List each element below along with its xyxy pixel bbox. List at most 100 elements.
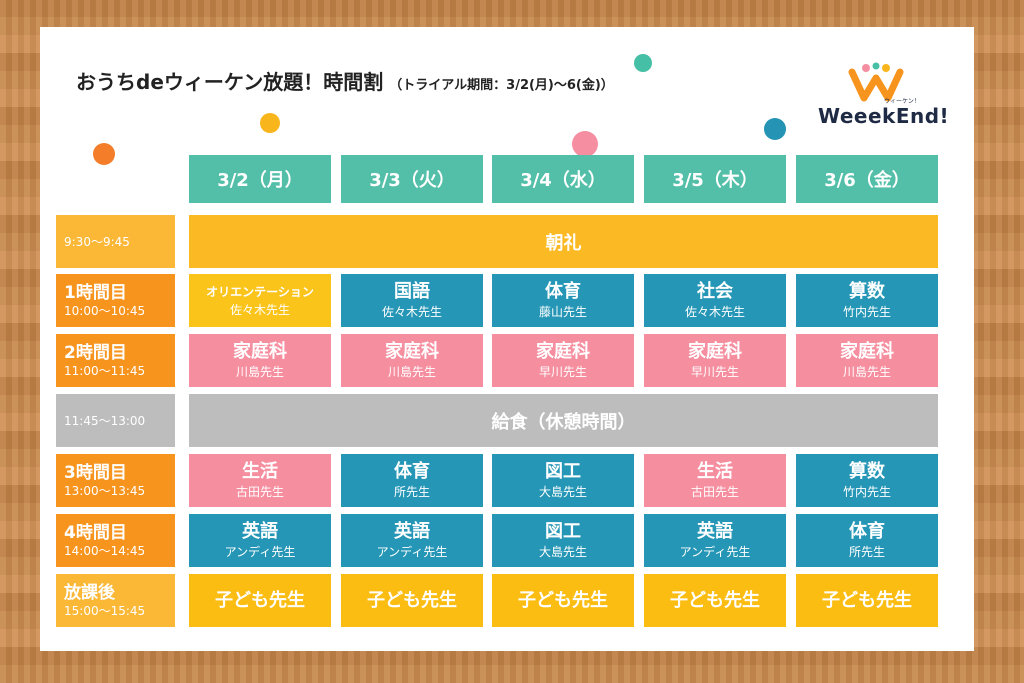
class-cell: 図工 大島先生 bbox=[492, 454, 634, 507]
subject: 図工 bbox=[545, 460, 581, 482]
teacher: 佐々木先生 bbox=[381, 304, 442, 319]
teacher: 竹内先生 bbox=[842, 484, 891, 499]
subject: 体育 bbox=[849, 520, 885, 542]
class-cell: 体育 所先生 bbox=[796, 514, 938, 567]
period-name: 2時間目 bbox=[64, 342, 127, 363]
decor-dot-blue bbox=[764, 118, 786, 140]
teacher: 早川先生 bbox=[538, 364, 587, 379]
day-header-tue: 3/3（火） bbox=[341, 155, 483, 203]
class-cell: 英語 アンディ先生 bbox=[644, 514, 786, 567]
class-cell: 子ども先生 bbox=[492, 574, 634, 627]
subject: 家庭科 bbox=[536, 340, 590, 362]
teacher: 古田先生 bbox=[690, 484, 739, 499]
day-header-wed: 3/4（水） bbox=[492, 155, 634, 203]
decor-dot-teal bbox=[634, 54, 652, 72]
band-lunch: 給食（休憩時間） bbox=[189, 394, 938, 447]
class-cell: 子ども先生 bbox=[644, 574, 786, 627]
decor-dot-orange bbox=[93, 143, 115, 165]
teacher: 佐々木先生 bbox=[684, 304, 745, 319]
class-cell: 算数 竹内先生 bbox=[796, 454, 938, 507]
teacher: 所先生 bbox=[848, 544, 885, 559]
class-cell: 子ども先生 bbox=[796, 574, 938, 627]
subject: 体育 bbox=[394, 460, 430, 482]
subject: 体育 bbox=[545, 280, 581, 302]
class-cell: 家庭科 早川先生 bbox=[492, 334, 634, 387]
class-cell: 家庭科 川島先生 bbox=[189, 334, 331, 387]
class-cell: 子ども先生 bbox=[189, 574, 331, 627]
teacher: 佐々木先生 bbox=[229, 302, 290, 317]
class-cell: 家庭科 川島先生 bbox=[341, 334, 483, 387]
class-cell: 生活 古田先生 bbox=[189, 454, 331, 507]
subject: 家庭科 bbox=[385, 340, 439, 362]
teacher: 川島先生 bbox=[842, 364, 891, 379]
time-range: 11:00〜11:45 bbox=[64, 363, 146, 378]
time-range: 15:00〜15:45 bbox=[64, 603, 146, 618]
time-slot-period-3: 3時間目 13:00〜13:45 bbox=[56, 454, 175, 507]
decor-dot-yellow bbox=[260, 113, 280, 133]
day-header-fri: 3/6（金） bbox=[796, 155, 938, 203]
logo-text: WeeekEnd! bbox=[818, 104, 950, 128]
teacher: 藤山先生 bbox=[538, 304, 587, 319]
subject: 図工 bbox=[545, 520, 581, 542]
period-name: 1時間目 bbox=[64, 282, 127, 303]
subject: 家庭科 bbox=[688, 340, 742, 362]
class-cell: 算数 竹内先生 bbox=[796, 274, 938, 327]
time-slot-period-4: 4時間目 14:00〜14:45 bbox=[56, 514, 175, 567]
time-slot-period-1: 1時間目 10:00〜10:45 bbox=[56, 274, 175, 327]
time-slot-after-school: 放課後 15:00〜15:45 bbox=[56, 574, 175, 627]
class-cell: 図工 大島先生 bbox=[492, 514, 634, 567]
class-cell: オリエンテーション 佐々木先生 bbox=[189, 274, 331, 327]
subject: 子ども先生 bbox=[367, 589, 457, 611]
subject: 子ども先生 bbox=[518, 589, 608, 611]
period-name: 4時間目 bbox=[64, 522, 127, 543]
day-header-thu: 3/5（木） bbox=[644, 155, 786, 203]
subject: 家庭科 bbox=[840, 340, 894, 362]
time-range: 11:45〜13:00 bbox=[64, 413, 146, 428]
teacher: アンディ先生 bbox=[224, 544, 296, 559]
subject: 英語 bbox=[697, 520, 733, 542]
teacher: アンディ先生 bbox=[679, 544, 751, 559]
teacher: 古田先生 bbox=[235, 484, 284, 499]
subject: 算数 bbox=[849, 460, 885, 482]
subject: 英語 bbox=[242, 520, 278, 542]
class-cell: 体育 藤山先生 bbox=[492, 274, 634, 327]
teacher: 所先生 bbox=[393, 484, 430, 499]
subject: 国語 bbox=[394, 280, 430, 302]
subject: 生活 bbox=[242, 460, 278, 482]
logo-small-text: ウィーケン！ bbox=[884, 98, 920, 105]
subject: 社会 bbox=[697, 280, 733, 302]
band-morning-assembly: 朝礼 bbox=[189, 215, 938, 268]
teacher: 大島先生 bbox=[538, 544, 587, 559]
period-name: 放課後 bbox=[64, 582, 115, 603]
time-slot-lunch: 11:45〜13:00 bbox=[56, 394, 175, 447]
class-cell: 生活 古田先生 bbox=[644, 454, 786, 507]
subject: 子ども先生 bbox=[670, 589, 760, 611]
teacher: アンディ先生 bbox=[376, 544, 448, 559]
teacher: 大島先生 bbox=[538, 484, 587, 499]
title-sub: （トライアル期間：3/2(月)〜6(金)） bbox=[389, 78, 614, 93]
subject: オリエンテーション bbox=[206, 284, 314, 299]
subject: 子ども先生 bbox=[215, 589, 305, 611]
decor-dot-pink bbox=[572, 131, 598, 157]
time-slot-morning: 9:30〜9:45 bbox=[56, 215, 175, 268]
logo-mark-icon bbox=[848, 62, 904, 102]
subject: 算数 bbox=[849, 280, 885, 302]
time-range: 13:00〜13:45 bbox=[64, 483, 146, 498]
day-header-mon: 3/2（月） bbox=[189, 155, 331, 203]
weekend-logo: ウィーケン！ WeeekEnd! bbox=[818, 60, 950, 130]
subject: 子ども先生 bbox=[822, 589, 912, 611]
class-cell: 社会 佐々木先生 bbox=[644, 274, 786, 327]
class-cell: 英語 アンディ先生 bbox=[341, 514, 483, 567]
time-range: 10:00〜10:45 bbox=[64, 303, 146, 318]
time-range: 9:30〜9:45 bbox=[64, 234, 130, 249]
class-cell: 体育 所先生 bbox=[341, 454, 483, 507]
teacher: 川島先生 bbox=[235, 364, 284, 379]
title-main: おうちdeウィーケン放題！時間割 bbox=[76, 70, 384, 94]
subject: 生活 bbox=[697, 460, 733, 482]
class-cell: 国語 佐々木先生 bbox=[341, 274, 483, 327]
time-slot-period-2: 2時間目 11:00〜11:45 bbox=[56, 334, 175, 387]
time-range: 14:00〜14:45 bbox=[64, 543, 146, 558]
teacher: 川島先生 bbox=[387, 364, 436, 379]
class-cell: 家庭科 早川先生 bbox=[644, 334, 786, 387]
class-cell: 家庭科 川島先生 bbox=[796, 334, 938, 387]
